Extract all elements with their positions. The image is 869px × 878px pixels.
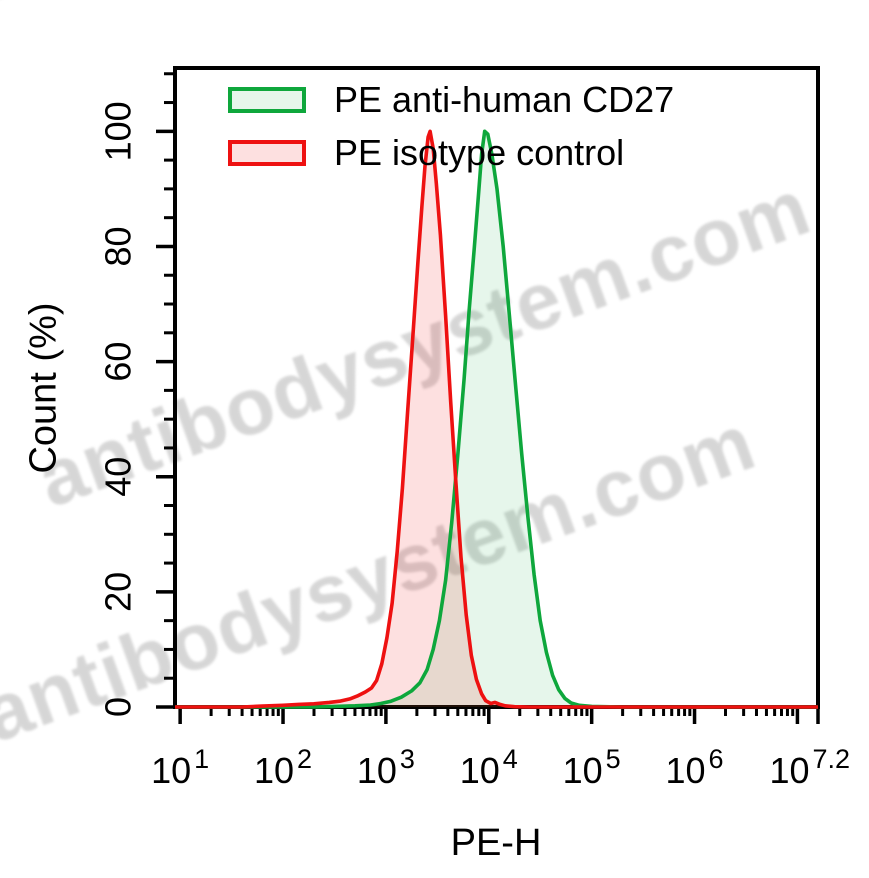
legend-swatch-green	[228, 87, 306, 113]
y-tick-label: 0	[98, 697, 139, 717]
x-tick-label: 10 2	[254, 744, 312, 791]
x-axis-title: PE-H	[450, 822, 542, 864]
series-curve-isotype	[175, 129, 818, 709]
legend-item-isotype: PE isotype control	[228, 132, 674, 173]
legend-item-cd27: PE anti-human CD27	[228, 79, 675, 120]
legend: PE anti-human CD27 PE isotype control	[228, 79, 675, 190]
y-axis-title: Count (%)	[22, 302, 65, 474]
y-tick-label: 80	[98, 226, 139, 266]
y-tick-label: 60	[98, 342, 139, 382]
legend-label-isotype: PE isotype control	[334, 132, 625, 173]
x-tick-label: 10 4	[460, 744, 518, 791]
legend-label-cd27: PE anti-human CD27	[334, 79, 675, 120]
plot-box	[173, 66, 820, 709]
x-tick-label: 10 1	[151, 744, 209, 791]
y-tick-label: 20	[98, 572, 139, 612]
series-curve-cd27	[175, 129, 818, 709]
legend-swatch-red	[228, 140, 306, 166]
x-tick-label: 10 3	[357, 744, 415, 791]
y-tick-label: 40	[98, 457, 139, 497]
x-tick-label: 10 5	[563, 744, 621, 791]
series-fill-cd27	[175, 131, 818, 708]
x-tick-label: 10 7.2	[769, 744, 850, 791]
y-tick-label: 100	[98, 101, 139, 161]
x-tick-label: 10 6	[666, 744, 724, 791]
